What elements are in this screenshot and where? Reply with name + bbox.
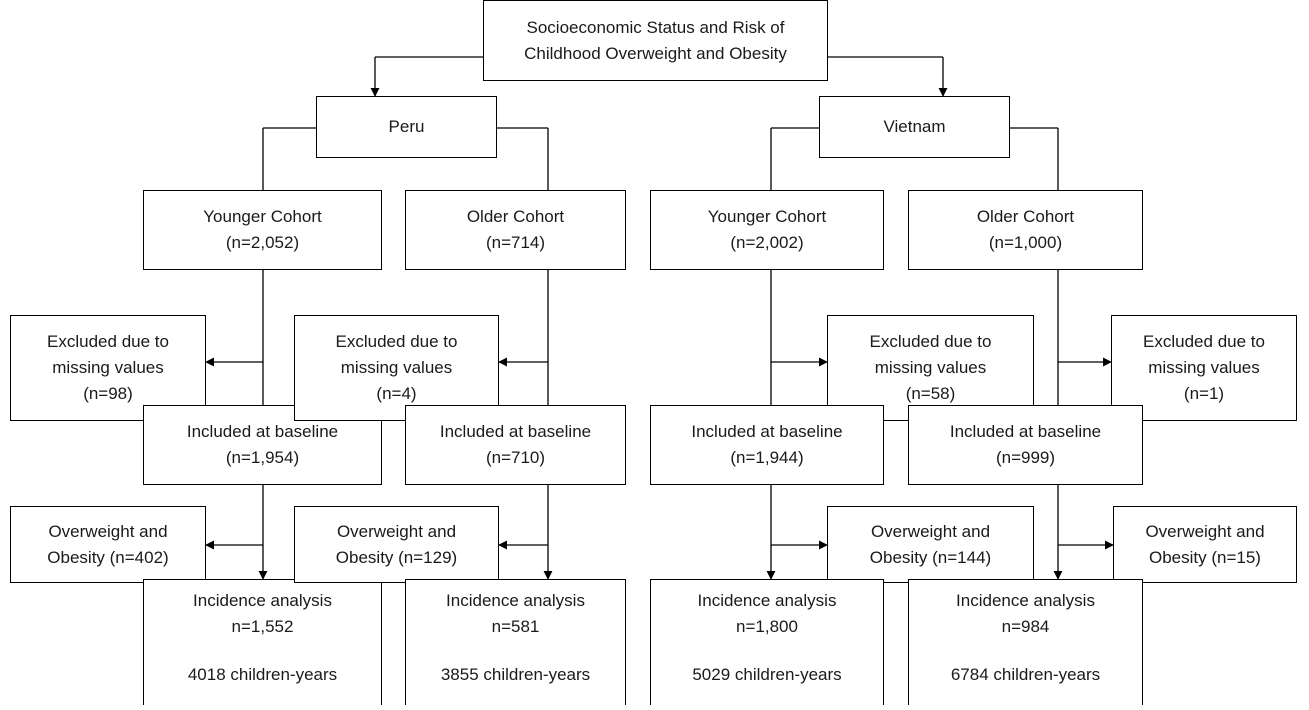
vietnam-older-excluded-box: Excluded due to missing values (n=1) bbox=[1111, 315, 1297, 421]
vietnam-younger-incidence-line3: 5029 children-years bbox=[692, 665, 842, 684]
peru-younger-baseline-line2: (n=1,954) bbox=[225, 448, 300, 467]
vietnam-older-baseline-line2: (n=999) bbox=[995, 448, 1056, 467]
peru-older-overweight-line1: Overweight and bbox=[336, 521, 457, 541]
peru-younger-excluded-line3: (n=98) bbox=[83, 384, 133, 403]
vietnam-younger-excluded-box: Excluded due to missing values (n=58) bbox=[827, 315, 1034, 421]
vietnam-younger-cohort-box: Younger Cohort (n=2,002) bbox=[650, 190, 884, 270]
peru-older-baseline-box: Included at baseline (n=710) bbox=[405, 405, 626, 485]
peru-older-baseline-line1: Included at baseline bbox=[439, 422, 592, 441]
vietnam-older-incidence-line2: n=984 bbox=[1001, 617, 1050, 636]
vietnam-younger-cohort-line2: (n=2,002) bbox=[730, 233, 804, 252]
peru-older-overweight-box: Overweight and Obesity (n=129) bbox=[294, 506, 499, 583]
peru-older-baseline-line2: (n=710) bbox=[485, 448, 546, 467]
vietnam-younger-excluded-line1: Excluded due to bbox=[869, 332, 992, 351]
vietnam-older-baseline-line1: Included at baseline bbox=[949, 422, 1102, 441]
vietnam-older-incidence-line3: 6784 children-years bbox=[950, 665, 1101, 684]
country-box-peru: Peru bbox=[316, 96, 497, 158]
peru-older-overweight-line2: Obesity (n=129) bbox=[335, 547, 458, 567]
peru-older-excluded-line1: Excluded due to bbox=[335, 332, 458, 351]
vietnam-older-cohort-line2: (n=1,000) bbox=[988, 233, 1063, 252]
vietnam-younger-overweight-line2: Obesity (n=144) bbox=[869, 547, 992, 567]
peru-older-incidence-line2: n=581 bbox=[491, 617, 540, 636]
peru-older-incidence-line3: 3855 children-years bbox=[440, 665, 591, 684]
peru-younger-overweight-box: Overweight and Obesity (n=402) bbox=[10, 506, 206, 583]
vietnam-younger-baseline-box: Included at baseline (n=1,944) bbox=[650, 405, 884, 485]
vietnam-younger-incidence-line1: Incidence analysis bbox=[697, 591, 837, 610]
peru-older-cohort-box: Older Cohort (n=714) bbox=[405, 190, 626, 270]
vietnam-younger-incidence-box: Incidence analysis n=1,800 5029 children… bbox=[650, 579, 884, 705]
vietnam-younger-excluded-line2: missing values bbox=[874, 358, 987, 377]
vietnam-older-excluded-line1: Excluded due to bbox=[1143, 332, 1265, 351]
peru-younger-incidence-line1: Incidence analysis bbox=[193, 591, 332, 610]
peru-younger-incidence-line3: 4018 children-years bbox=[187, 665, 338, 684]
country-box-vietnam: Vietnam bbox=[819, 96, 1010, 158]
root-title-line1: Socioeconomic Status and Risk of bbox=[526, 17, 785, 37]
vietnam-younger-baseline-line1: Included at baseline bbox=[691, 422, 843, 441]
root-title-line2: Childhood Overweight and Obesity bbox=[524, 43, 787, 63]
vietnam-older-overweight-box: Overweight and Obesity (n=15) bbox=[1113, 506, 1297, 583]
peru-younger-cohort-line1: Younger Cohort bbox=[203, 207, 322, 226]
peru-older-cohort-line1: Older Cohort bbox=[466, 207, 565, 226]
peru-older-cohort-line2: (n=714) bbox=[485, 233, 546, 252]
vietnam-younger-baseline-line2: (n=1,944) bbox=[730, 448, 804, 467]
vietnam-older-excluded-line3: (n=1) bbox=[1183, 384, 1225, 403]
peru-younger-overweight-line1: Overweight and bbox=[48, 521, 168, 541]
vietnam-older-cohort-line1: Older Cohort bbox=[976, 207, 1075, 226]
country-label-peru: Peru bbox=[388, 117, 425, 136]
peru-older-incidence-box: Incidence analysis n=581 3855 children-y… bbox=[405, 579, 626, 705]
vietnam-younger-cohort-line1: Younger Cohort bbox=[707, 207, 827, 226]
peru-younger-cohort-line2: (n=2,052) bbox=[225, 233, 300, 252]
vietnam-younger-overweight-box: Overweight and Obesity (n=144) bbox=[827, 506, 1034, 583]
vietnam-younger-overweight-line1: Overweight and bbox=[870, 521, 991, 541]
vietnam-older-incidence-line1: Incidence analysis bbox=[956, 591, 1095, 610]
vietnam-older-excluded-line2: missing values bbox=[1148, 358, 1260, 377]
peru-younger-excluded-line1: Excluded due to bbox=[47, 332, 169, 351]
peru-younger-baseline-line1: Included at baseline bbox=[186, 422, 339, 441]
root-box: Socioeconomic Status and Risk of Childho… bbox=[483, 0, 828, 81]
peru-older-excluded-line2: missing values bbox=[340, 358, 453, 377]
peru-younger-cohort-box: Younger Cohort (n=2,052) bbox=[143, 190, 382, 270]
vietnam-older-baseline-box: Included at baseline (n=999) bbox=[908, 405, 1143, 485]
vietnam-older-incidence-box: Incidence analysis n=984 6784 children-y… bbox=[908, 579, 1143, 705]
peru-younger-overweight-line2: Obesity (n=402) bbox=[47, 547, 169, 567]
peru-younger-incidence-box: Incidence analysis n=1,552 4018 children… bbox=[143, 579, 382, 705]
peru-younger-excluded-line2: missing values bbox=[52, 358, 164, 377]
vietnam-younger-excluded-line3: (n=58) bbox=[905, 384, 956, 403]
peru-older-excluded-line3: (n=4) bbox=[376, 384, 417, 403]
peru-older-incidence-line1: Incidence analysis bbox=[446, 591, 585, 610]
country-label-vietnam: Vietnam bbox=[883, 117, 946, 136]
peru-older-excluded-box: Excluded due to missing values (n=4) bbox=[294, 315, 499, 421]
peru-younger-excluded-box: Excluded due to missing values (n=98) bbox=[10, 315, 206, 421]
vietnam-older-cohort-box: Older Cohort (n=1,000) bbox=[908, 190, 1143, 270]
vietnam-younger-incidence-line2: n=1,800 bbox=[736, 617, 798, 636]
peru-younger-incidence-line2: n=1,552 bbox=[231, 617, 294, 636]
vietnam-older-overweight-line1: Overweight and bbox=[1145, 521, 1265, 541]
vietnam-older-overweight-line2: Obesity (n=15) bbox=[1149, 547, 1261, 567]
